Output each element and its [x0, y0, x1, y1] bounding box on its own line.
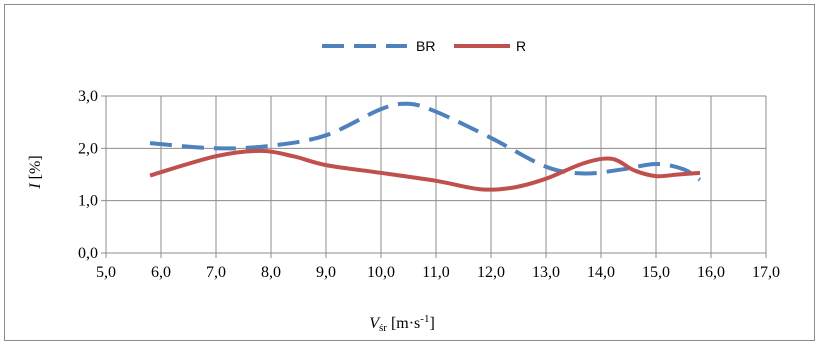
x-axis-title-unit: [m·s	[387, 315, 420, 332]
series-line-r	[149, 148, 701, 192]
x-tick-label: 13,0	[532, 264, 560, 281]
x-tick-label: 15,0	[642, 264, 670, 281]
x-tick-label: 6,0	[151, 264, 171, 281]
x-axis-title-end: ]	[429, 315, 434, 332]
x-tick-label: 5,0	[96, 264, 116, 281]
y-tick-label: 1,0	[78, 193, 98, 210]
y-tick-label: 3,0	[78, 88, 98, 105]
x-axis-title-sup: -1	[420, 313, 429, 325]
y-axis-title-unit: [%]	[27, 155, 44, 183]
series-group	[149, 101, 702, 192]
axes: 5,0 6,0 7,0 8,0 9,0 10,0 11,0 12,0 13,0 14,0 15,0 1…	[78, 88, 780, 281]
x-tick-label: 12,0	[477, 264, 505, 281]
series-line-br	[149, 101, 702, 182]
x-tick-label: 10,0	[367, 264, 395, 281]
legend-br-label: BR	[416, 38, 435, 54]
x-tick-label: 17,0	[752, 264, 780, 281]
y-axis-title: I [%]	[27, 155, 44, 189]
x-tick-label: 11,0	[422, 264, 449, 281]
legend: BR R	[322, 38, 526, 54]
x-tick-label: 16,0	[697, 264, 725, 281]
x-axis-title-sub: śr	[379, 322, 387, 334]
y-tick-label: 2,0	[78, 140, 98, 157]
x-axis-title-main: V	[369, 315, 381, 332]
y-axis-title-main: I	[27, 183, 44, 190]
x-tick-label: 14,0	[587, 264, 615, 281]
x-tick-label: 8,0	[261, 264, 281, 281]
x-tick-label: 9,0	[316, 264, 336, 281]
x-tick-label: 7,0	[206, 264, 226, 281]
legend-r-label: R	[516, 38, 526, 54]
x-axis-title: Vśr [m·s-1]	[369, 313, 435, 334]
y-tick-label: 0,0	[78, 245, 98, 262]
